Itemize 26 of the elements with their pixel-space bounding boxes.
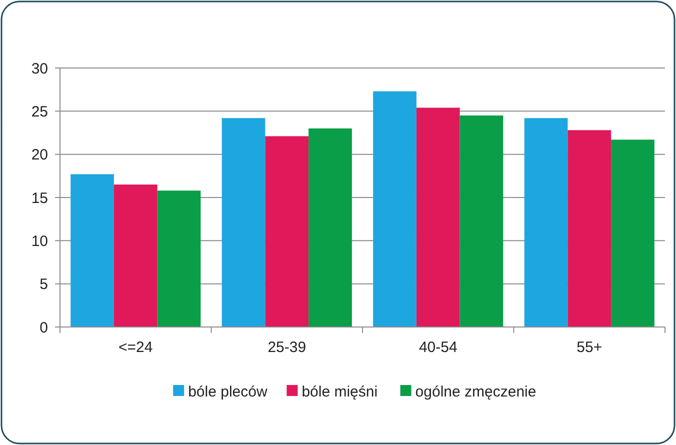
bar <box>460 115 504 327</box>
bar <box>308 128 352 327</box>
bar <box>114 184 158 327</box>
y-tick-label: 0 <box>40 319 48 336</box>
x-tick-label: 40-54 <box>418 339 458 356</box>
legend-label: bóle mięśni <box>302 383 378 400</box>
bar <box>416 108 460 327</box>
y-tick-label: 25 <box>31 103 48 120</box>
x-tick-label: 25-39 <box>268 339 306 356</box>
bar <box>265 136 309 327</box>
legend-label: bóle pleców <box>188 383 268 400</box>
y-tick-label: 20 <box>31 146 48 164</box>
bar <box>611 140 654 327</box>
bar <box>70 174 114 327</box>
legend-label: ogólne zmęczenie <box>415 383 536 400</box>
bar <box>222 118 266 327</box>
y-tick-label: 10 <box>31 232 48 250</box>
bar <box>524 118 568 327</box>
bar <box>568 130 612 327</box>
x-tick-label: 55+ <box>576 339 602 356</box>
bar <box>373 91 416 327</box>
bar <box>157 190 201 327</box>
x-tick-label: <=24 <box>118 339 153 356</box>
y-tick-label: 30 <box>31 60 48 78</box>
y-tick-label: 5 <box>40 276 48 294</box>
y-tick-label: 15 <box>31 190 48 207</box>
